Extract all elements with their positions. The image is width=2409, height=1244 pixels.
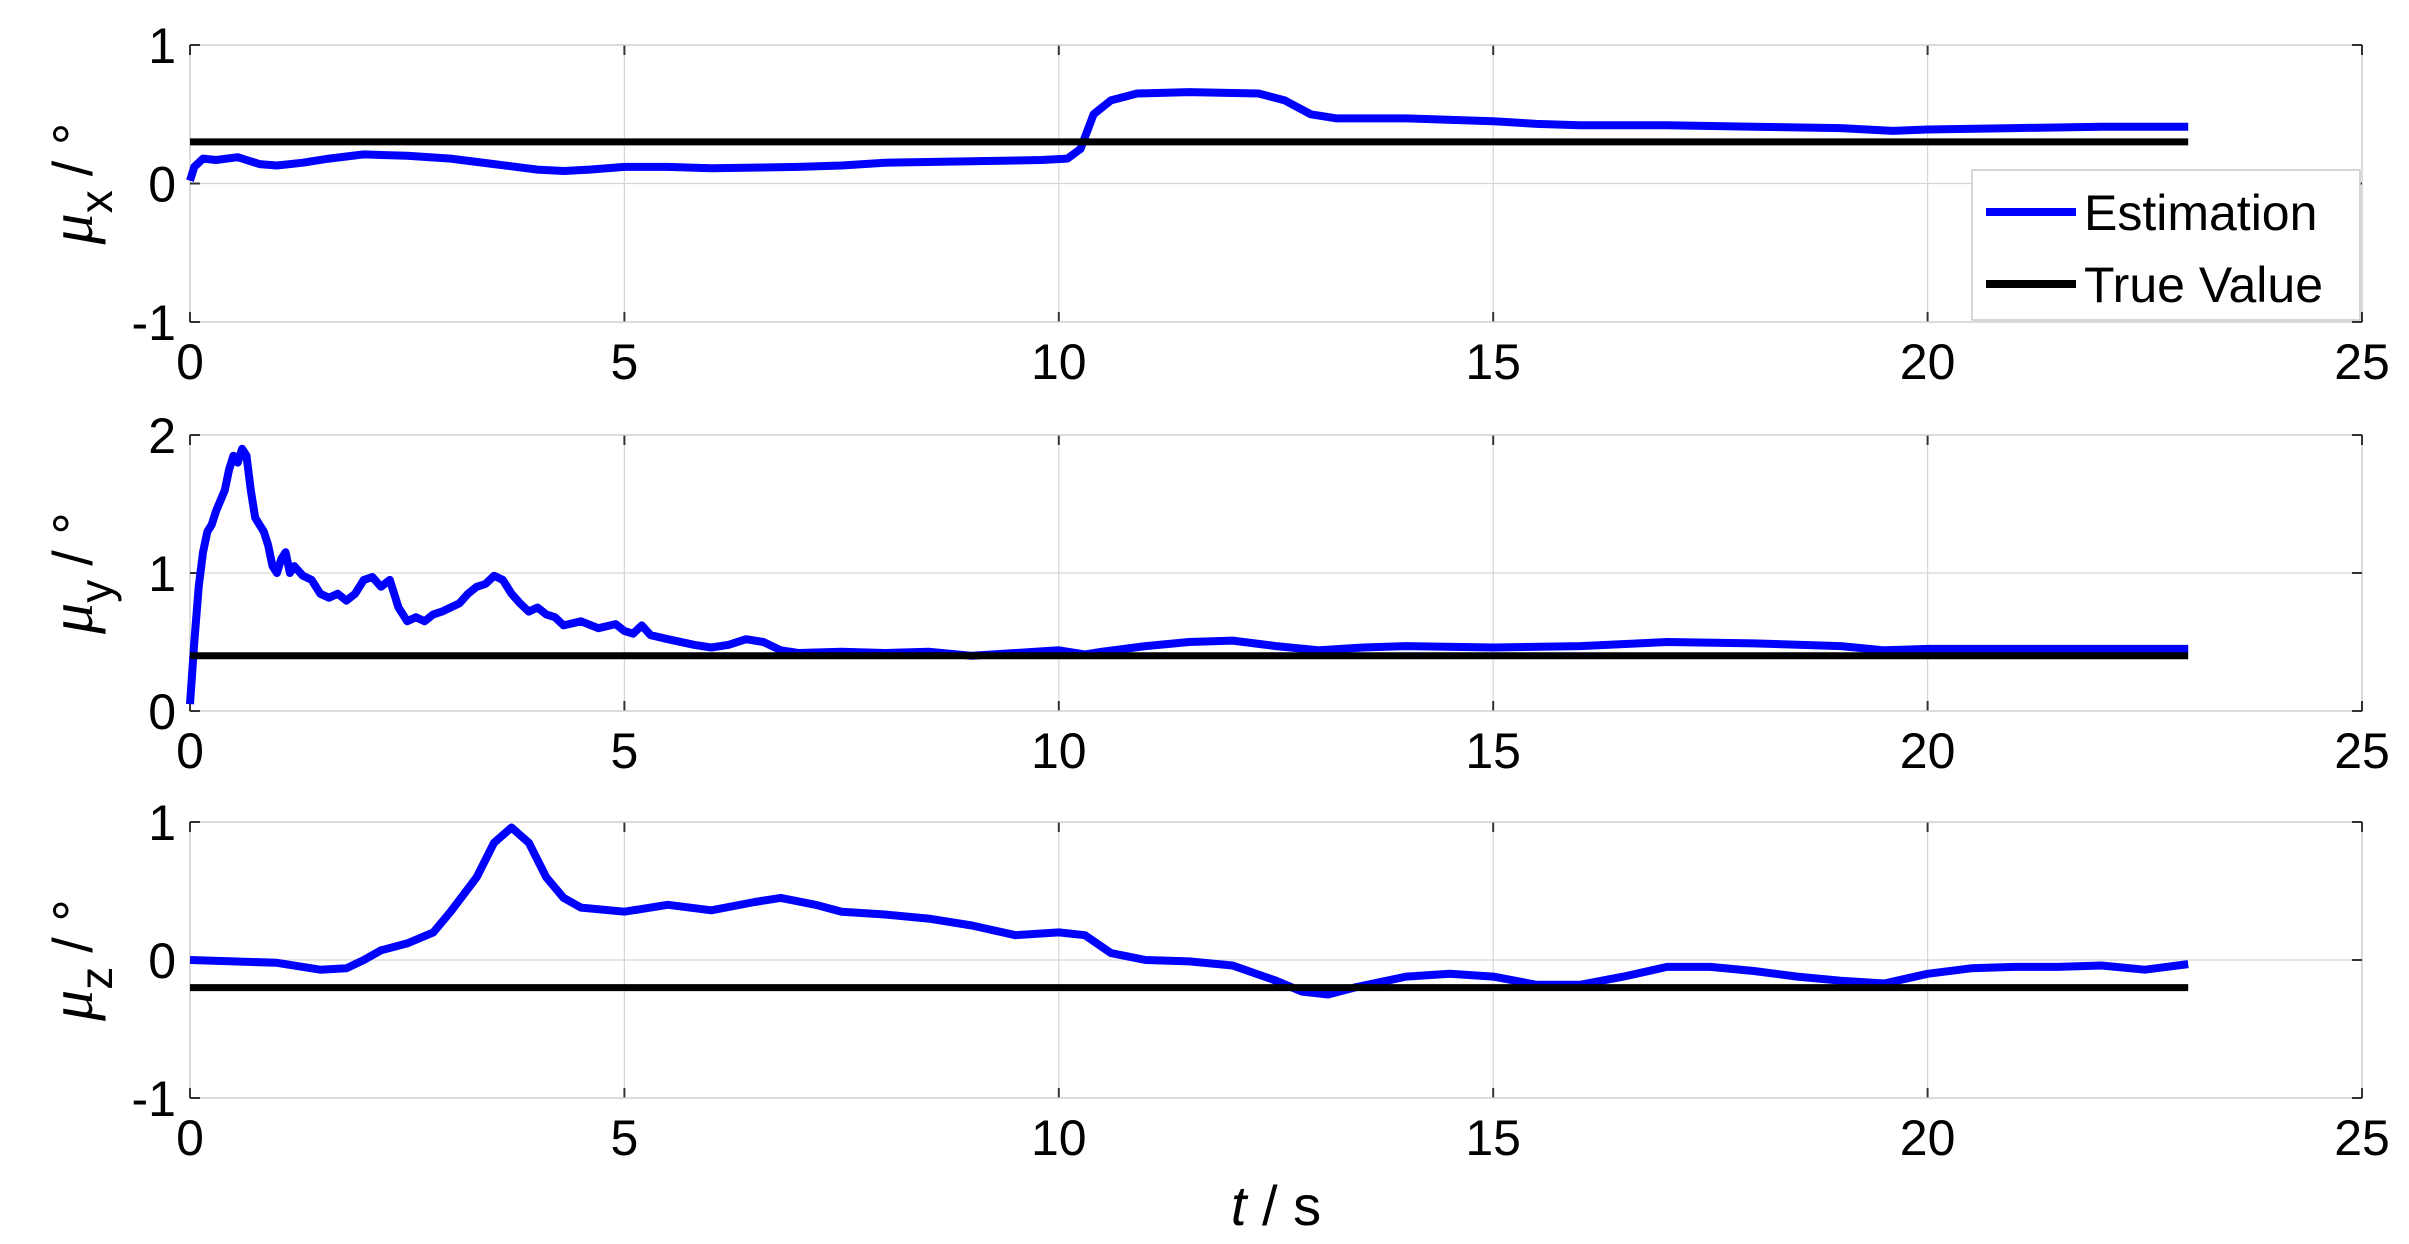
estimation-line <box>186 88 2189 182</box>
y-axis-label: μx / ° <box>38 123 122 246</box>
x-tick-label: 10 <box>1031 1110 1087 1166</box>
x-tick-label: 20 <box>1900 1110 1956 1166</box>
x-tick-label: 0 <box>176 723 204 779</box>
estimation-line <box>189 823 2189 999</box>
y-tick-label: 0 <box>148 684 176 740</box>
x-tick-label: 15 <box>1465 723 1521 779</box>
y-label-subscript: x <box>70 190 122 213</box>
estimation-line <box>186 444 2189 705</box>
legend-label: True Value <box>2084 257 2323 313</box>
tick-labels: 0 5 10 15 20 25 0 1 2 <box>148 408 2390 779</box>
x-label-unit: / s <box>1246 1174 1321 1237</box>
x-label-var: t <box>1231 1174 1249 1237</box>
y-label-subscript: z <box>70 967 122 990</box>
grid <box>189 434 2363 712</box>
y-tick-label: -1 <box>132 295 176 351</box>
y-axis-label: μz / ° <box>38 899 122 1022</box>
y-label-unit: / ° <box>41 123 104 177</box>
x-tick-label: 25 <box>2334 1110 2390 1166</box>
legend-box <box>1971 169 2361 321</box>
y-tick-label: 1 <box>148 795 176 851</box>
x-tick-label: 25 <box>2334 723 2390 779</box>
y-tick-label: -1 <box>132 1071 176 1127</box>
x-axis-label: t / s <box>1231 1174 1321 1237</box>
x-tick-label: 20 <box>1900 723 1956 779</box>
tick-labels: 0 5 10 15 20 25-101 <box>132 795 2390 1166</box>
x-tick-label: 5 <box>610 723 638 779</box>
x-tick-label: 0 <box>176 334 204 390</box>
x-tick-label: 5 <box>610 334 638 390</box>
legend-label: Estimation <box>2084 185 2317 241</box>
y-label-unit: / ° <box>41 512 104 566</box>
y-axis-label: μy / ° <box>38 512 122 635</box>
y-tick-label: 0 <box>148 157 176 213</box>
y-tick-label: 1 <box>148 18 176 74</box>
x-tick-label: 25 <box>2334 334 2390 390</box>
y-label-symbol: μ <box>38 213 106 245</box>
subplot-mu-y: 0 5 10 15 20 25 0 1 2 μy / ° <box>38 408 2390 779</box>
x-tick-label: 20 <box>1900 334 1956 390</box>
legend: Estimation True Value <box>1971 169 2361 321</box>
y-tick-label: 2 <box>148 408 176 464</box>
x-tick-label: 10 <box>1031 723 1087 779</box>
x-tick-label: 15 <box>1465 1110 1521 1166</box>
y-tick-label: 0 <box>148 933 176 989</box>
y-label-unit: / ° <box>41 899 104 953</box>
x-tick-label: 15 <box>1465 334 1521 390</box>
x-tick-label: 0 <box>176 1110 204 1166</box>
x-axis-label-text: t / s <box>1231 1174 1321 1237</box>
x-tick-label: 5 <box>610 1110 638 1166</box>
y-tick-label: 1 <box>148 546 176 602</box>
grid <box>189 821 2363 1099</box>
tick-labels: 0 5 10 15 20 25-101 <box>132 18 2390 390</box>
y-label-symbol: μ <box>38 990 106 1022</box>
x-tick-label: 10 <box>1031 334 1087 390</box>
y-label-symbol: μ <box>38 603 106 635</box>
y-label-subscript: y <box>70 580 122 603</box>
